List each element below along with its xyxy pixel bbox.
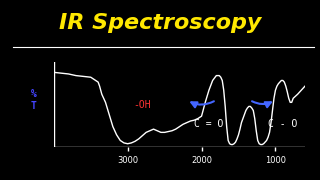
Text: C - O: C - O [268,119,298,129]
Text: %
T: % T [31,89,36,111]
Text: C = O: C = O [194,119,224,129]
Text: IR Spectroscopy: IR Spectroscopy [59,13,261,33]
Text: -OH: -OH [134,100,151,110]
